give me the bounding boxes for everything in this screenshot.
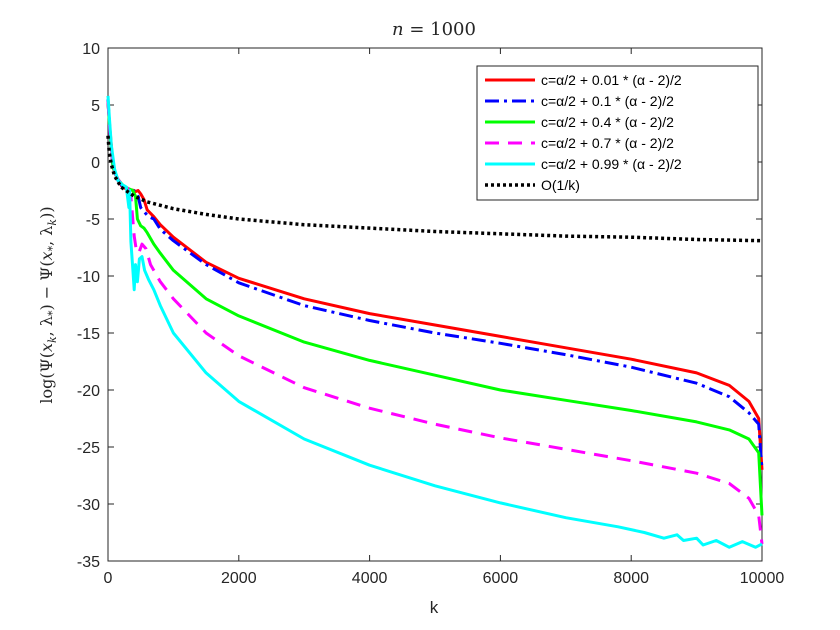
legend-label-5: c=α/2 + 0.99 * (α - 2)/2 xyxy=(541,156,682,172)
chart-title: n = 1000 xyxy=(392,19,476,40)
x-tick-label: 4000 xyxy=(352,570,388,587)
x-axis-label: k xyxy=(430,598,439,617)
series-line-5 xyxy=(106,95,763,549)
y-label-x2: x xyxy=(37,251,56,260)
x-tick-label: 6000 xyxy=(483,570,519,587)
y-tick-label: -15 xyxy=(77,326,100,343)
x-tick-label: 2000 xyxy=(221,570,257,587)
series-line-4 xyxy=(106,101,764,545)
y-tick-label: 5 xyxy=(91,98,100,115)
legend: c=α/2 + 0.01 * (α - 2)/2 c=α/2 + 0.1 * (α… xyxy=(476,65,759,201)
y-tick-label: -5 xyxy=(86,212,100,229)
legend-label-3: c=α/2 + 0.4 * (α - 2)/2 xyxy=(541,114,674,130)
x-tick-label: 8000 xyxy=(613,570,649,587)
y-tick-label: 10 xyxy=(82,41,100,58)
legend-label-4: c=α/2 + 0.7 * (α - 2)/2 xyxy=(541,135,674,151)
y-label-sub-k2: k xyxy=(46,219,59,226)
y-label-sub-star1: * xyxy=(46,310,59,316)
x-tick-label: 10000 xyxy=(740,570,785,587)
y-label-p2: , λ xyxy=(37,316,56,336)
legend-label-6: O(1/k) xyxy=(541,177,580,193)
y-tick-label: -30 xyxy=(77,497,100,514)
y-tick-label: 0 xyxy=(91,155,100,172)
legend-label-1: c=α/2 + 0.01 * (α - 2)/2 xyxy=(541,72,682,88)
y-label-sub-star2: * xyxy=(46,245,59,251)
legend-label-2: c=α/2 + 0.1 * (α - 2)/2 xyxy=(541,93,674,109)
chart-title-var: n xyxy=(392,19,404,40)
y-label-log: log xyxy=(37,379,56,404)
legend-box xyxy=(476,65,759,201)
y-axis-label: log(Ψ(xk, λ*) − Ψ(x*, λk)) xyxy=(37,206,59,403)
chart-title-rest: = 1000 xyxy=(404,19,476,40)
y-tick-label: -25 xyxy=(77,440,100,457)
y-tick-label: -20 xyxy=(77,383,100,400)
x-tick-label: 0 xyxy=(104,570,113,587)
y-label-p5: )) xyxy=(37,206,56,218)
y-label-x: x xyxy=(37,343,56,352)
y-tick-label: -10 xyxy=(77,269,100,286)
y-label-p3: ) − Ψ( xyxy=(37,260,56,310)
y-label-p4: , λ xyxy=(37,226,56,246)
series-line-6 xyxy=(106,135,763,243)
y-label-p1: (Ψ( xyxy=(37,352,56,379)
y-tick-label: -35 xyxy=(77,554,100,571)
y-label-sub-k: k xyxy=(46,336,59,343)
